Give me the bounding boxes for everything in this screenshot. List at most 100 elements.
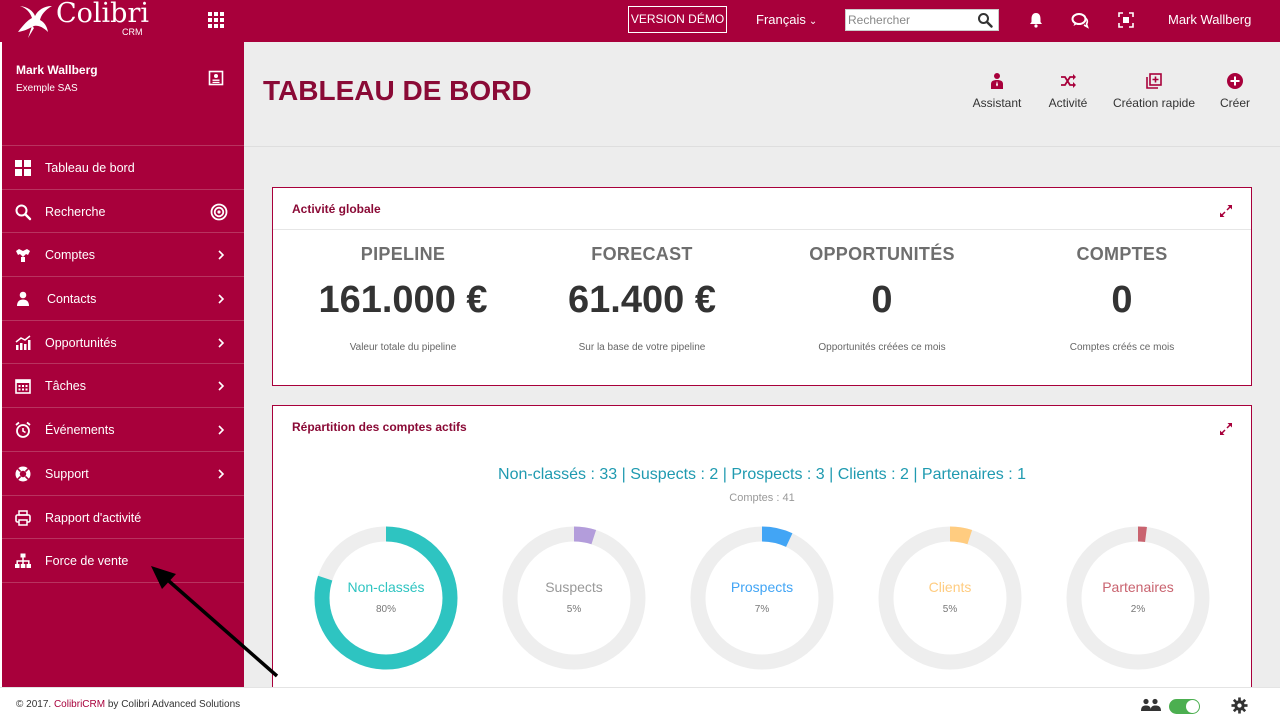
search-icon (15, 204, 32, 220)
sidebar-item-label: Tâches (45, 379, 86, 394)
sidebar-item-events[interactable]: Événements (2, 408, 244, 452)
sidebar-item-search[interactable]: Recherche (2, 190, 244, 234)
donut-chart (690, 526, 834, 670)
dashboard-icon (15, 160, 31, 176)
kpi-label: FORECAST (591, 244, 693, 264)
status-toggle[interactable] (1169, 699, 1200, 714)
sidebar-item-opportunities[interactable]: Opportunités (2, 321, 244, 365)
accounts-summary: Non-classés : 33 | Suspects : 2 | Prospe… (498, 466, 1026, 483)
donut-track (690, 526, 834, 670)
quick-create-icon (1146, 73, 1162, 89)
donut-percent: 2% (1130, 604, 1146, 615)
donut-label: Clients (928, 579, 972, 595)
kpi-label: PIPELINE (360, 244, 446, 264)
sidebar-item-sales-force[interactable]: Force de vente (2, 539, 244, 583)
profile-company: Exemple SAS (16, 83, 78, 94)
donut-label: Partenaires (1102, 579, 1174, 595)
sidebar-item-label: Force de vente (45, 554, 129, 569)
quick-create-button[interactable]: Création rapide (1111, 72, 1197, 110)
expand-icon[interactable] (1219, 204, 1233, 218)
expand-icon[interactable] (1219, 422, 1233, 436)
assistant-button[interactable]: Assistant (970, 72, 1024, 110)
sidebar-item-tasks[interactable]: Tâches (2, 364, 244, 409)
sidebar-item-activity-report[interactable]: Rapport d'activité (2, 496, 244, 540)
target-icon[interactable] (210, 203, 228, 221)
chevron-right-icon (218, 381, 225, 392)
chevron-right-icon (218, 425, 225, 435)
printer-icon (15, 509, 31, 526)
donut-arc (1066, 526, 1210, 670)
search-input[interactable] (848, 12, 972, 28)
donut-partners: Partenaires 2% (1066, 526, 1210, 670)
donut-track (878, 526, 1022, 670)
donut-unclassified: Non-classés 80% (314, 526, 458, 670)
alarm-clock-icon (15, 421, 31, 439)
donut-suspects: Suspects 5% (502, 526, 646, 670)
chart-icon (15, 335, 31, 350)
profile-card-icon[interactable] (208, 70, 224, 86)
sidebar-item-label: Comptes (45, 248, 96, 263)
demo-version-button[interactable]: VERSION DÉMO (628, 6, 727, 33)
donut-arc (878, 526, 1022, 670)
language-label: Français (756, 12, 806, 27)
chat-icon[interactable] (1071, 11, 1089, 29)
sidebar-item-label: Tableau de bord (45, 161, 135, 175)
shuffle-icon (1061, 74, 1076, 88)
kpi-description: Sur la base de votre pipeline (578, 342, 706, 353)
kpi-value: 0 (1111, 279, 1133, 321)
donut-chart (314, 526, 458, 670)
toggle-knob (1186, 700, 1199, 713)
chevron-right-icon (218, 250, 225, 260)
kpi-value: 0 (871, 279, 893, 321)
panel-title: Répartition des comptes actifs (292, 420, 467, 434)
plus-circle-icon (1227, 73, 1243, 89)
action-label: Activité (1048, 96, 1088, 110)
sidebar-item-contacts[interactable]: Contacts (2, 277, 244, 321)
search-icon[interactable] (977, 12, 993, 28)
sidebar-item-label: Contacts (47, 292, 97, 307)
donut-arc (690, 526, 834, 670)
activity-button[interactable]: Activité (1046, 72, 1090, 110)
user-menu[interactable]: Mark Wallberg (1168, 12, 1252, 27)
action-label: Créer (1219, 96, 1250, 110)
page-title: TABLEAU DE BORD (263, 75, 532, 106)
sidebar-item-support[interactable]: Support (2, 452, 244, 496)
colibri-bird-icon (18, 6, 52, 38)
bell-icon[interactable] (1027, 11, 1045, 29)
donut-arc (502, 526, 646, 670)
kpi-pipeline: PIPELINE 161.000 € Valeur totale du pipe… (283, 244, 523, 353)
donut-track (1066, 526, 1210, 670)
panel-divider (273, 229, 1251, 230)
language-select[interactable]: Français ⌄ (756, 12, 817, 27)
kpi-opportunities: OPPORTUNITÉS 0 Opportunités créées ce mo… (762, 244, 1002, 353)
fullscreen-icon[interactable] (1117, 11, 1135, 29)
gear-icon[interactable] (1231, 697, 1248, 714)
chevron-right-icon (218, 294, 225, 304)
accounts-total: Comptes : 41 (729, 492, 795, 504)
copyright: © 2017. ColibriCRM by Colibri Advanced S… (16, 699, 240, 710)
search-box (845, 9, 999, 31)
donut-clients: Clients 5% (878, 526, 1022, 670)
donut-percent: 5% (566, 604, 582, 615)
chevron-right-icon (218, 469, 225, 479)
copyright-brand-link[interactable]: ColibriCRM (53, 699, 106, 710)
apps-grid-icon[interactable] (208, 12, 224, 28)
profile-name: Mark Wallberg (16, 63, 98, 77)
donut-chart (878, 526, 1022, 670)
sidebar-item-label: Opportunités (45, 335, 117, 350)
users-icon[interactable] (1140, 698, 1162, 712)
sidebar-nav: Tableau de bord Recherche Comptes (2, 146, 244, 583)
kpi-description: Comptes créés ce mois (1069, 342, 1175, 353)
kpi-label: OPPORTUNITÉS (809, 244, 955, 264)
sidebar-item-accounts[interactable]: Comptes (2, 233, 244, 278)
create-button[interactable]: Créer (1217, 72, 1253, 110)
logo-sub: CRM (122, 27, 143, 37)
kpi-accounts: COMPTES 0 Comptes créés ce mois (1002, 244, 1242, 353)
sidebar-item-label: Support (45, 466, 89, 481)
logo[interactable]: Colibri CRM (14, 0, 164, 42)
calendar-icon (15, 379, 31, 395)
sidebar-item-dashboard[interactable]: Tableau de bord (2, 146, 244, 190)
user-profile: Mark Wallberg Exemple SAS (2, 42, 244, 146)
kpi-description: Opportunités créées ce mois (818, 342, 946, 353)
panel-title: Activité globale (292, 202, 381, 216)
